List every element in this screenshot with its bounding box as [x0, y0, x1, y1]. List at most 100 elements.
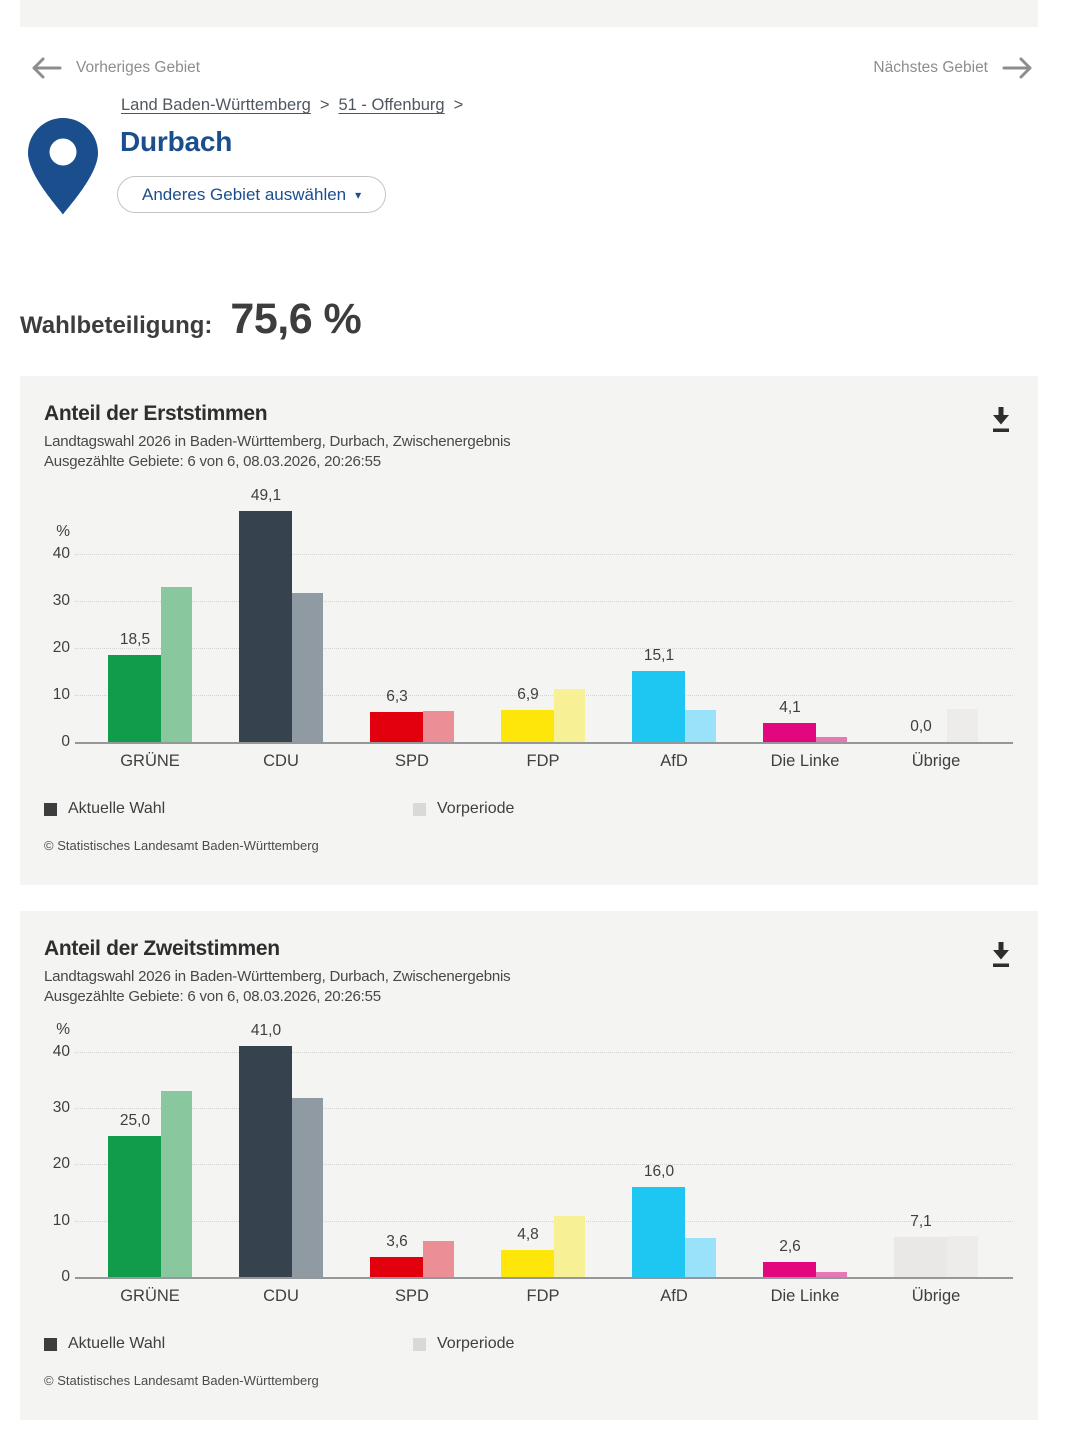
erststimmen-bar-chart: 0 10 20 30 40% 18,5 GRÜNE 49,1 CDU 6,3 SPD 6,9 FDP 15…: [44, 480, 1014, 776]
current-bar: [239, 1046, 292, 1277]
previous-area-button[interactable]: Vorheriges Gebiet: [30, 55, 200, 81]
category-label: CDU: [263, 752, 299, 770]
card-header: Anteil der Erststimmen Landtagswahl 2026…: [44, 402, 1014, 472]
previous-bar: [685, 1238, 716, 1277]
legend-previous-label: Vorperiode: [437, 800, 515, 817]
current-bar: [763, 722, 816, 742]
current-swatch-icon: [44, 1337, 57, 1351]
current-bar: [501, 1249, 554, 1277]
current-bar: [108, 1136, 161, 1277]
category-label: Die Linke: [770, 752, 840, 770]
previous-bar: [161, 1091, 192, 1277]
current-bar: [632, 671, 685, 742]
chart-title: Anteil der Erststimmen: [44, 402, 268, 425]
category-label: GRÜNE: [120, 1287, 180, 1305]
next-area-button[interactable]: Nächstes Gebiet: [873, 55, 1034, 81]
bar-value-label: 7,1: [910, 1213, 932, 1231]
previous-bar: [423, 1240, 454, 1277]
download-icon[interactable]: [988, 941, 1014, 969]
bar-value-label: 6,3: [386, 688, 408, 706]
download-icon[interactable]: [988, 406, 1014, 434]
chart-legend: Aktuelle Wahl Vorperiode: [44, 1335, 1014, 1355]
bar-value-label: 15,1: [643, 647, 675, 665]
previous-bar: [816, 1271, 847, 1277]
gridline: [75, 695, 1013, 696]
category-label: FDP: [526, 752, 560, 770]
gridline: [75, 1164, 1013, 1166]
chart-subtitle: Landtagswahl 2026 in Baden-Württemberg, …: [44, 433, 511, 450]
category-label: AfD: [660, 1287, 688, 1305]
current-bar: [763, 1262, 816, 1277]
bar-value-label: 16,0: [643, 1162, 675, 1180]
gridline: [75, 1108, 1013, 1110]
previous-swatch-icon: [413, 1337, 426, 1351]
current-bar: [501, 709, 554, 742]
current-bar: [632, 1186, 685, 1277]
category-label: SPD: [395, 752, 429, 770]
y-axis-tick: 20: [52, 639, 70, 657]
turnout-row: Wahlbeteiligung: 75,6 %: [20, 295, 362, 344]
previous-bar: [554, 689, 585, 742]
previous-bar: [947, 1235, 978, 1277]
y-axis-tick: 30: [52, 592, 70, 610]
previous-bar: [554, 1216, 585, 1277]
category-label: FDP: [526, 1287, 560, 1305]
gridline: [75, 601, 1013, 603]
y-axis-tick: 0: [61, 733, 70, 750]
bar-value-label: 49,1: [250, 487, 282, 505]
chart-status-line: Ausgezählte Gebiete: 6 von 6, 08.03.2026…: [44, 988, 381, 1005]
previous-bar: [292, 1098, 323, 1277]
turnout-label: Wahlbeteiligung:: [20, 312, 213, 339]
gridline: [75, 554, 1013, 556]
bar-value-label: 0,0: [910, 718, 932, 735]
breadcrumb-separator: >: [319, 96, 330, 114]
chevron-down-icon: ▾: [355, 187, 362, 202]
select-area-button[interactable]: Anderes Gebiet auswählen ▾: [117, 176, 387, 213]
legend-current-label: Aktuelle Wahl: [68, 800, 166, 817]
arrow-right-icon: [1002, 57, 1032, 79]
y-axis-tick: 0: [61, 1268, 70, 1285]
card-header: Anteil der Zweitstimmen Landtagswahl 202…: [44, 937, 1014, 1007]
page-title: Durbach: [120, 126, 233, 157]
bar-value-label: 6,9: [517, 685, 539, 703]
y-axis-unit-label: %: [56, 1020, 70, 1038]
y-axis-tick: 30: [52, 1099, 70, 1117]
current-bar: [370, 712, 423, 742]
legend-current-label: Aktuelle Wahl: [68, 1335, 166, 1352]
previous-bar: [816, 736, 847, 742]
y-axis-tick: 10: [52, 686, 70, 703]
x-axis-line: [75, 1277, 1013, 1279]
bar-value-label: 3,6: [386, 1232, 408, 1250]
bar-value-label: 2,6: [779, 1238, 801, 1256]
legend-item-current: Aktuelle Wahl: [44, 1335, 165, 1353]
gridline: [75, 1051, 1013, 1053]
previous-bar: [292, 592, 323, 742]
category-label: Übrige: [911, 752, 961, 770]
category-label: Übrige: [911, 1287, 961, 1305]
previous-bar: [423, 711, 454, 742]
previous-bar: [685, 710, 716, 742]
chart-status-line: Ausgezählte Gebiete: 6 von 6, 08.03.2026…: [44, 453, 381, 470]
select-area-label: Anderes Gebiet auswählen: [142, 184, 347, 204]
gridline: [75, 1220, 1013, 1222]
chart-subtitle: Landtagswahl 2026 in Baden-Württemberg, …: [44, 968, 511, 985]
breadcrumb-link-district[interactable]: 51 - Offenburg: [338, 96, 445, 114]
current-swatch-icon: [44, 802, 57, 816]
bar-value-label: 4,1: [779, 698, 801, 716]
y-axis-unit-label: %: [56, 523, 70, 541]
legend-previous-label: Vorperiode: [437, 1335, 515, 1352]
gridline: [75, 648, 1013, 650]
current-bar: [370, 1256, 423, 1277]
breadcrumb-link-land[interactable]: Land Baden-Württemberg: [121, 96, 311, 114]
category-label: SPD: [395, 1287, 429, 1305]
copyright-note: © Statistisches Landesamt Baden-Württemb…: [44, 838, 319, 853]
bar-value-label: 4,8: [517, 1225, 539, 1243]
top-strip: [20, 0, 1038, 27]
erststimmen-chart-card: Anteil der Erststimmen Landtagswahl 2026…: [20, 376, 1038, 885]
next-area-label: Nächstes Gebiet: [873, 59, 988, 76]
arrow-left-icon: [32, 57, 62, 79]
zweitstimmen-chart-card: Anteil der Zweitstimmen Landtagswahl 202…: [20, 911, 1038, 1420]
current-bar: [239, 511, 292, 742]
breadcrumb: Land Baden-Württemberg > 51 - Offenburg …: [121, 96, 463, 115]
